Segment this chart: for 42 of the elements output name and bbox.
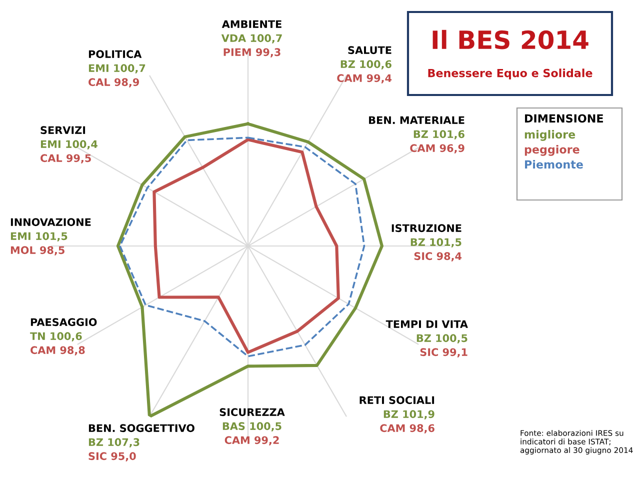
text: BAS 100,5	[222, 422, 282, 432]
text: CAM 96,9	[410, 144, 464, 154]
text: peggiore	[524, 145, 580, 156]
text: EMI 101,5	[10, 232, 68, 242]
spoke-label: SALUTE	[348, 46, 392, 54]
text: EMI 100,4	[40, 140, 98, 150]
spoke-label: INNOVAZIONE	[10, 218, 91, 226]
text: CAM 98,8	[30, 346, 85, 356]
text: PIEM 99,3	[224, 48, 280, 58]
legend-title: DIMENSIONE	[525, 114, 603, 123]
text: Piemonte	[525, 160, 583, 169]
spoke-label: BEN. MATERIALE	[369, 116, 464, 124]
text: CAL 99,5	[40, 154, 91, 164]
text: EMI 100,7	[88, 64, 146, 74]
text: migliore	[524, 130, 576, 141]
spoke-label: SICUREZZA	[220, 408, 285, 416]
text: TN 100,6	[30, 332, 82, 342]
spoke-label: RETI SOCIALI	[360, 396, 434, 404]
text: BZ 101,9	[384, 410, 434, 420]
text: BZ 101,5	[410, 238, 462, 248]
text: CAL 98,9	[88, 78, 140, 88]
spoke-label: ISTRUZIONE	[392, 224, 462, 232]
spoke-label: TEMPI DI VITA	[386, 320, 468, 328]
text: BZ 101,6	[414, 130, 464, 140]
text: MOL 98,5	[10, 246, 64, 256]
spoke-label: PAESAGGIO	[30, 318, 97, 326]
text: SIC 99,1	[420, 348, 468, 358]
text: CAM 98,6	[380, 424, 434, 434]
chart-title: Il BES 2014	[432, 30, 588, 50]
text: CAM 99,2	[224, 436, 279, 446]
text: BZ 100,5	[416, 334, 468, 344]
text: BZ 100,6	[340, 60, 392, 70]
text: BZ 107,3	[88, 438, 140, 448]
spoke-label: BEN. SOGGETTIVO	[88, 424, 194, 432]
text: CAM 99,4	[337, 74, 392, 84]
text: Benessere Equo e Solidale	[428, 68, 592, 80]
text: SIC 95,0	[88, 452, 136, 462]
text: VDA 100,7	[221, 34, 282, 44]
spoke-label: SERVIZI	[40, 126, 86, 134]
spoke-label: AMBIENTE	[222, 20, 282, 28]
spoke-label: POLITICA	[88, 50, 142, 58]
text: SIC 98,4	[414, 252, 462, 262]
